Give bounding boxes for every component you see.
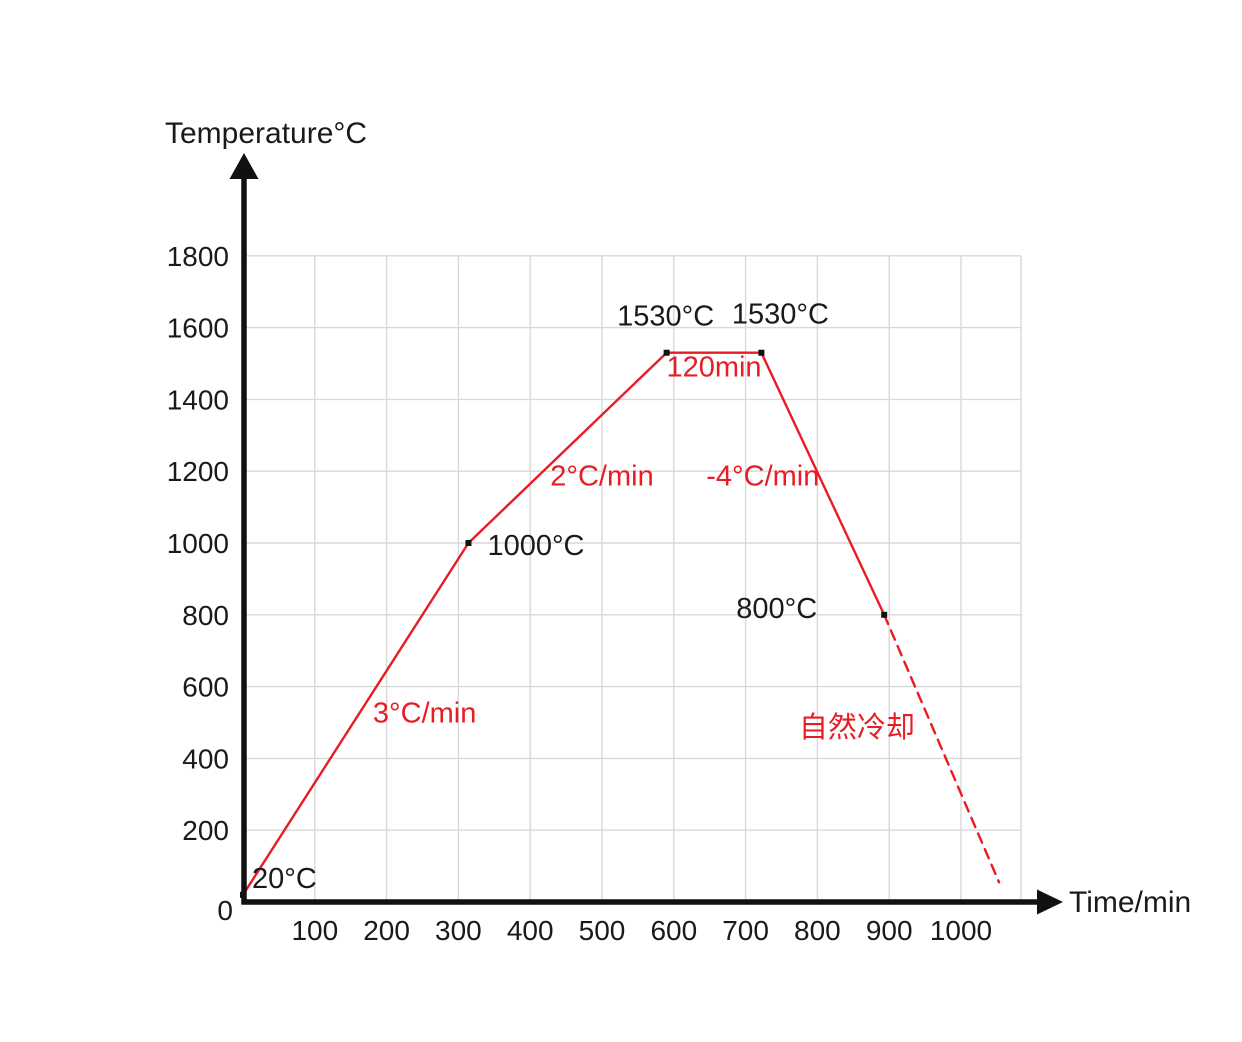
chart-annotation: 3°C/min (373, 698, 476, 730)
x-tick-label: 200 (363, 915, 410, 946)
chart-annotation: 20°C (252, 863, 317, 895)
series-layer (241, 351, 1001, 897)
x-tick-label: 1000 (930, 915, 992, 946)
x-tick-label: 500 (579, 915, 626, 946)
y-tick-label: 600 (182, 672, 229, 703)
x-tick-label: 400 (507, 915, 554, 946)
chart-annotation: 1000°C (487, 530, 584, 562)
chart-annotation: 800°C (736, 593, 817, 625)
x-tick-label: 700 (722, 915, 769, 946)
y-axis-arrow-icon (229, 153, 259, 179)
chart-annotation: 自然冷却 (799, 711, 915, 744)
y-tick-label: 1800 (167, 241, 229, 272)
chart-annotation: 1530°C (732, 299, 829, 331)
data-point-marker (758, 349, 765, 356)
data-point-marker (465, 540, 472, 546)
y-tick-label: 1200 (167, 456, 229, 487)
x-tick-label: 300 (435, 915, 482, 946)
y-tick-label: 1400 (167, 384, 229, 415)
chart-annotation: 1530°C (617, 301, 714, 333)
y-tick-label: 1600 (167, 313, 229, 344)
grid-layer (245, 255, 1022, 902)
x-tick-label: 100 (291, 915, 338, 946)
y-tick-label: 200 (182, 815, 229, 846)
data-point-marker (663, 349, 670, 356)
series-line-dashed (882, 613, 1001, 884)
y-tick-label: 0 (217, 895, 233, 926)
axis-layer (229, 153, 1063, 915)
y-tick-label: 400 (182, 743, 229, 774)
label-layer: Temperature°C Time/min 100 200 300 400 500 60… (165, 117, 1191, 946)
annotation-layer: 20°C 1000°C 1530°C 1530°C 800°C 120min 3°C/min… (252, 299, 915, 895)
x-tick-label: 600 (650, 915, 697, 946)
chart-annotation: 120min (666, 352, 761, 384)
y-axis-title: Temperature°C (165, 117, 367, 150)
chart-annotation: -4°C/min (706, 461, 819, 493)
x-tick-label: 800 (794, 915, 841, 946)
x-axis-arrow-icon (1037, 889, 1063, 915)
x-tick-label: 900 (866, 915, 913, 946)
y-tick-label: 800 (182, 600, 229, 631)
y-tick-label: 1000 (167, 528, 229, 559)
x-axis-title: Time/min (1069, 886, 1191, 919)
data-point-marker (881, 611, 888, 618)
chart-annotation: 2°C/min (550, 461, 653, 493)
